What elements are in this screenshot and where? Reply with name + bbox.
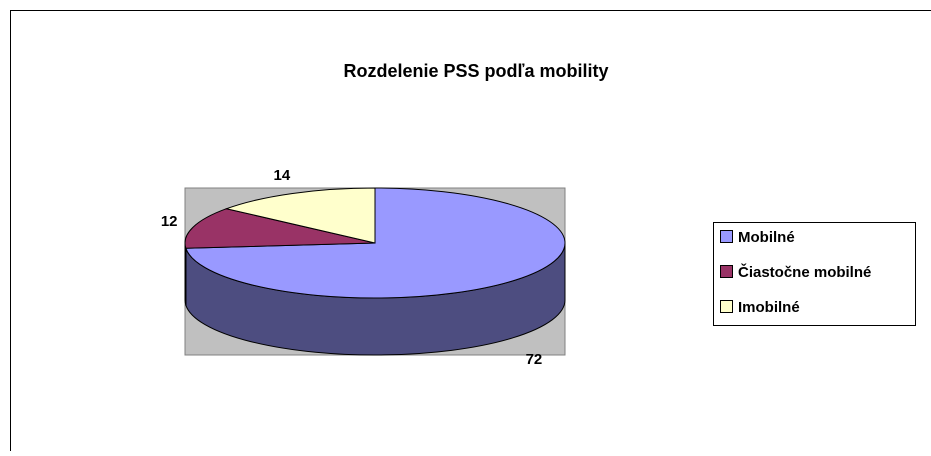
- data-label: 14: [274, 167, 291, 184]
- legend-swatch: [721, 301, 733, 313]
- legend-label: Čiastočne mobilné: [738, 263, 871, 281]
- legend-swatch: [721, 231, 733, 243]
- pie-side: [185, 243, 186, 305]
- legend-label: Mobilné: [738, 229, 795, 246]
- chart-title: Rozdelenie PSS podľa mobility: [344, 61, 609, 81]
- data-label: 12: [161, 213, 178, 230]
- data-label: 72: [526, 351, 543, 368]
- legend-swatch: [721, 266, 733, 278]
- legend-label: Imobilné: [738, 299, 800, 316]
